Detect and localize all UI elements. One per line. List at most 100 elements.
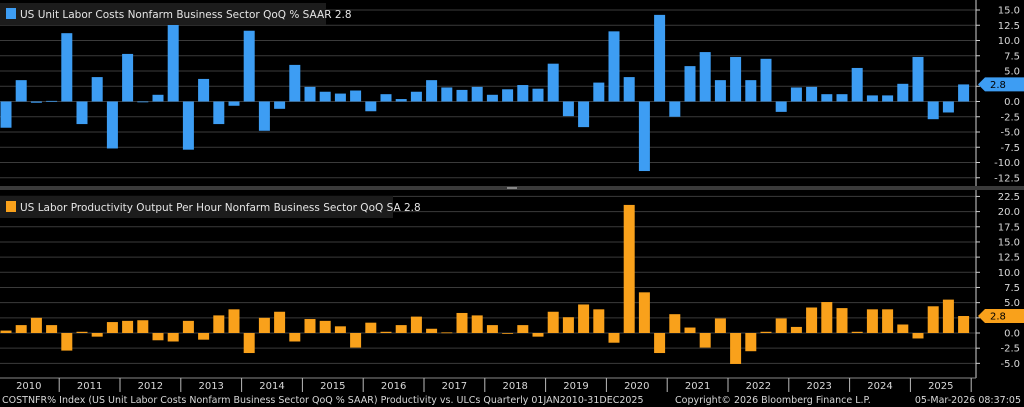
bar (122, 320, 134, 333)
bar (30, 317, 42, 333)
bar (912, 56, 924, 102)
bar (395, 325, 407, 333)
bar (593, 309, 605, 333)
bar (167, 24, 179, 102)
bar (441, 332, 453, 334)
bar (608, 31, 620, 102)
bar (30, 101, 42, 103)
bar (410, 91, 422, 102)
bar (821, 302, 833, 333)
y-tick-label: -2.5 (1000, 344, 1020, 355)
bar (927, 101, 939, 120)
bar (410, 316, 422, 333)
bar (0, 101, 12, 128)
bar (760, 331, 772, 333)
bar (593, 82, 605, 102)
bar (122, 53, 134, 102)
bar (578, 101, 590, 128)
bar (486, 325, 498, 333)
y-tick-label: 5.0 (1004, 298, 1020, 309)
bar (91, 333, 103, 337)
bar (547, 63, 559, 102)
bar (517, 85, 529, 102)
bar (897, 83, 909, 102)
bar (897, 324, 909, 333)
bar (502, 333, 514, 334)
footer-description: COSTNFR% Index (US Unit Labor Costs Nonf… (2, 395, 644, 406)
bar (319, 320, 331, 333)
x-tick-label: 2022 (746, 381, 771, 392)
bar (790, 87, 802, 102)
bar (61, 33, 73, 102)
y-tick-label: 0.0 (1004, 329, 1020, 340)
bar (730, 56, 742, 102)
legend-label-bottom: US Labor Productivity Output Per Hour No… (20, 202, 421, 214)
bar (608, 333, 620, 343)
x-tick-label: 2017 (442, 381, 467, 392)
bar (714, 80, 726, 102)
x-tick-label: 2023 (806, 381, 831, 392)
bar (167, 333, 179, 342)
bar (958, 316, 970, 333)
bar (654, 14, 666, 102)
bar (289, 64, 301, 102)
x-tick-label: 2024 (867, 381, 892, 392)
bar (91, 77, 103, 102)
bar (61, 333, 73, 351)
bar (365, 101, 377, 112)
bar (304, 86, 316, 102)
bar (152, 94, 164, 102)
bar (851, 67, 863, 102)
y-tick-label: 15.0 (998, 237, 1020, 248)
bar (942, 299, 954, 333)
bar (137, 101, 149, 103)
bar (806, 86, 818, 102)
last-value-label: 2.8 (990, 312, 1006, 323)
bar (198, 78, 210, 102)
x-tick-label: 2015 (320, 381, 345, 392)
bar (699, 333, 711, 348)
bar (669, 101, 681, 117)
bar (182, 101, 194, 150)
bar (152, 333, 164, 341)
bar (334, 93, 346, 102)
bar (562, 101, 574, 117)
y-tick-label: -5.0 (1000, 359, 1020, 370)
bar (669, 314, 681, 333)
bar (821, 94, 833, 102)
bar (198, 333, 210, 340)
y-tick-label: 22.5 (998, 192, 1020, 203)
bar (866, 309, 878, 333)
y-tick-label: 7.5 (1004, 51, 1020, 62)
unit-labor-costs-panel: 15.012.510.07.55.02.50.0-2.5-5.0-7.5-10.… (0, 0, 1024, 186)
bar (46, 325, 58, 333)
bar (228, 101, 240, 106)
last-value-tag (978, 77, 1024, 92)
divider-handle[interactable] (507, 187, 517, 189)
footer-copyright: Copyright© 2026 Bloomberg Finance L.P. (675, 395, 871, 406)
productivity-panel: 22.520.017.515.012.510.07.55.02.50.0-2.5… (0, 190, 1024, 378)
bar (106, 322, 118, 333)
y-tick-label: 7.5 (1004, 283, 1020, 294)
bar (243, 30, 255, 102)
bar (106, 101, 118, 149)
bar (334, 326, 346, 333)
y-tick-label: 10.0 (998, 268, 1020, 279)
x-tick-label: 2014 (259, 381, 284, 392)
bar (456, 312, 468, 333)
bar (699, 52, 711, 102)
bar (76, 331, 88, 333)
y-tick-label: -12.5 (994, 173, 1020, 184)
bar (745, 80, 757, 102)
bar (274, 311, 286, 333)
y-tick-label: 5.0 (1004, 67, 1020, 78)
bar (365, 322, 377, 333)
bar (380, 94, 392, 102)
bar (137, 320, 149, 333)
bar (182, 320, 194, 333)
bar (15, 325, 27, 333)
legend-box-bottom (0, 196, 393, 218)
bar (927, 306, 939, 333)
x-tick-label: 2016 (381, 381, 406, 392)
bar (654, 333, 666, 354)
